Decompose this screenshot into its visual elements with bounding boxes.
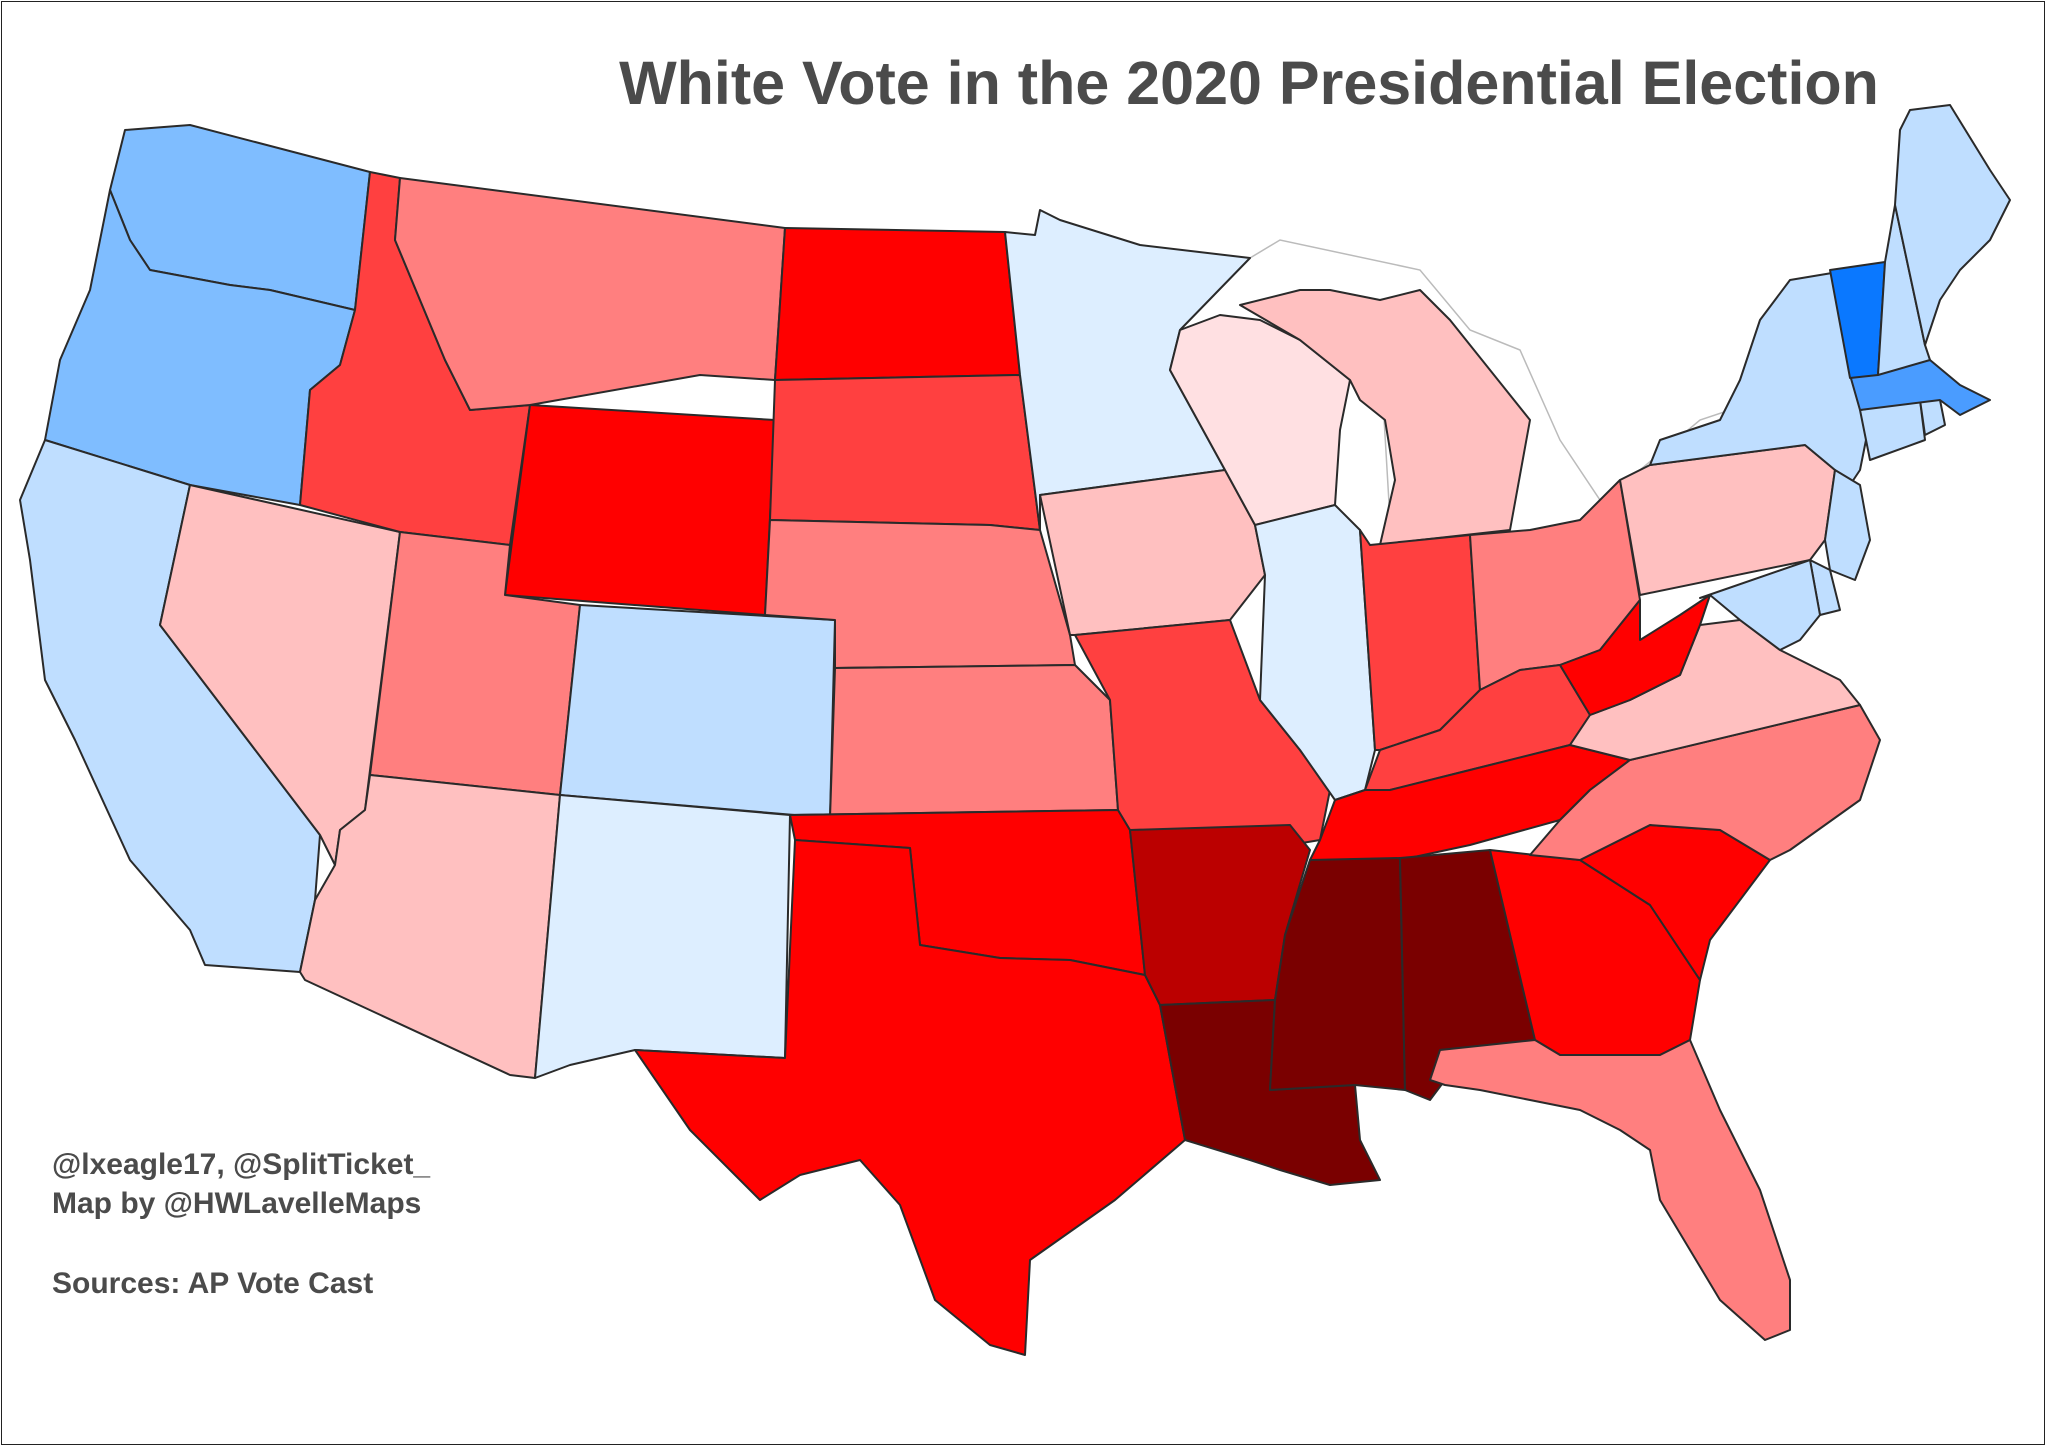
state-florida[interactable]	[1429, 1039, 1791, 1341]
state-south-dakota[interactable]	[769, 374, 1041, 531]
state-kansas[interactable]	[789, 664, 1119, 819]
credit-mapmaker: Map by @HWLavelleMaps	[52, 1187, 422, 1220]
state-rhode-island[interactable]	[1919, 399, 1946, 436]
state-colorado[interactable]	[559, 604, 836, 819]
credit-authors: @lxeagle17, @SplitTicket_	[52, 1148, 431, 1181]
state-iowa[interactable]	[1039, 469, 1266, 636]
state-new-mexico[interactable]	[534, 794, 791, 1079]
state-wyoming[interactable]	[504, 404, 776, 616]
credits: @lxeagle17, @SplitTicket_ Map by @HWLave…	[52, 1145, 430, 1303]
state-montana[interactable]	[394, 177, 786, 411]
map-title: White Vote in the 2020 Presidential Elec…	[619, 49, 1879, 117]
state-north-dakota[interactable]	[774, 227, 1021, 381]
state-texas[interactable]	[634, 839, 1186, 1356]
credit-sources: Sources: AP Vote Cast	[52, 1267, 374, 1300]
state-maryland[interactable]	[1699, 559, 1821, 651]
state-michigan[interactable]	[1239, 289, 1531, 546]
state-maine[interactable]	[1894, 104, 2011, 346]
state-new-hampshire[interactable]	[1877, 204, 1931, 376]
state-new-jersey[interactable]	[1824, 469, 1871, 581]
